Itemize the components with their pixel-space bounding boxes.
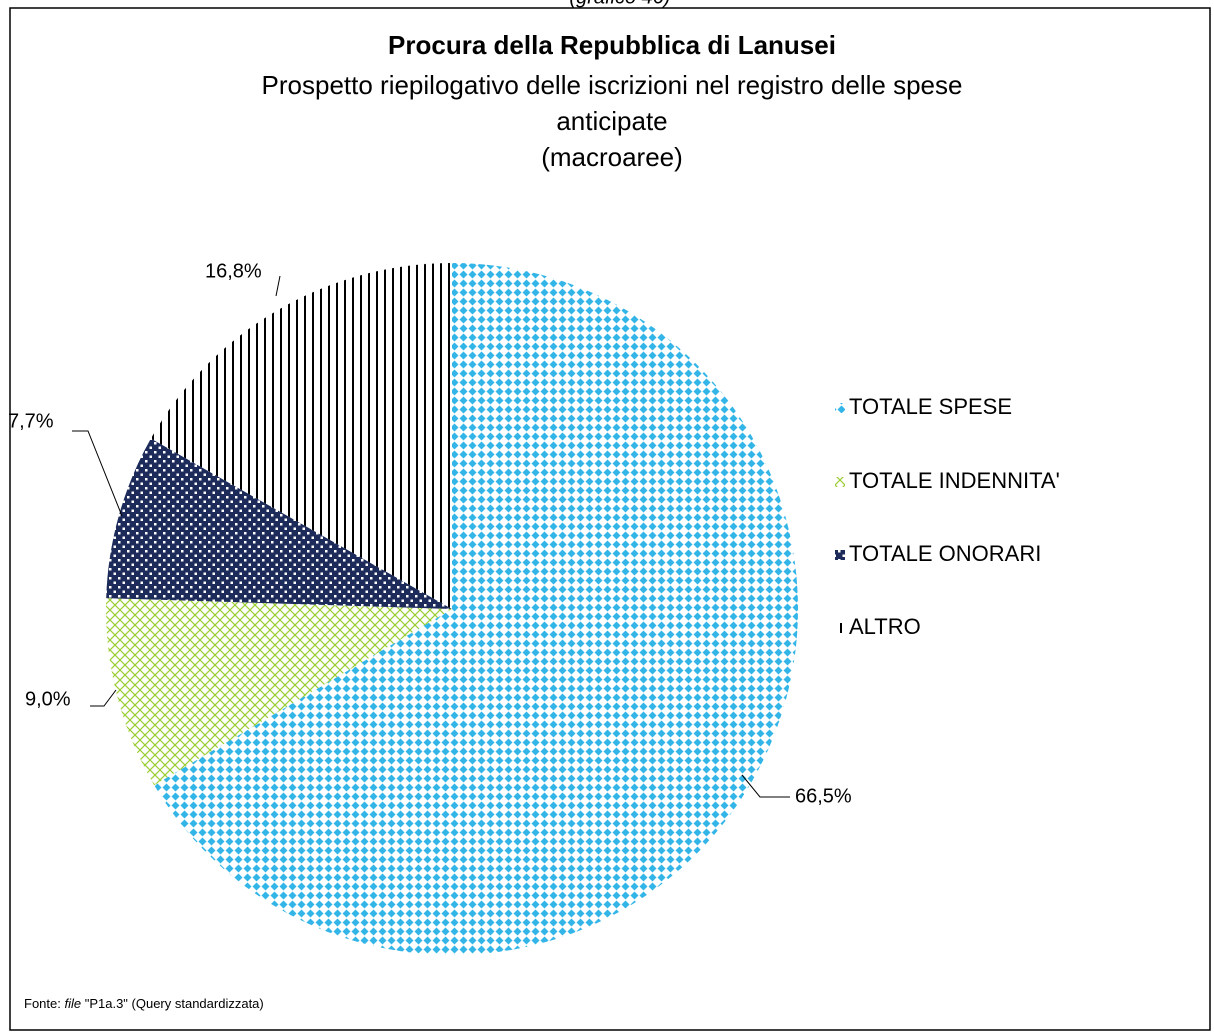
legend-marker [835, 550, 845, 560]
data-label: 7,7% [8, 410, 54, 432]
chart-title: Procura della Repubblica di Lanusei [388, 30, 836, 60]
legend-marker [835, 477, 845, 487]
chart-subtitle: Prospetto riepilogativo delle iscrizioni… [262, 70, 963, 100]
legend-marker [835, 403, 845, 413]
chart-subtitle: anticipate [556, 106, 667, 136]
pie-slice [105, 598, 452, 786]
caption: (grafico 46) [569, 0, 670, 8]
legend-label: ALTRO [849, 614, 921, 639]
legend-label: TOTALE ONORARI [849, 541, 1041, 566]
data-label: 9,0% [25, 688, 71, 710]
chart-subtitle: (macroaree) [541, 142, 683, 172]
leader-line [741, 774, 790, 798]
legend-label: TOTALE SPESE [849, 394, 1012, 419]
pie-slice [106, 438, 453, 609]
leader-line [275, 275, 281, 297]
leader-line [90, 689, 117, 707]
legend-marker [835, 623, 845, 633]
leader-line [72, 430, 123, 517]
source-note: Fonte: file "P1a.3" (Query standardizzat… [24, 996, 264, 1011]
source-prefix: Fonte: [24, 996, 64, 1011]
source-suffix: "P1a.3" (Query standardizzata) [81, 996, 264, 1011]
legend-label: TOTALE INDENNITA' [849, 468, 1060, 493]
pie-slice [150, 263, 452, 609]
data-label: 16,8% [205, 260, 262, 282]
source-italic: file [64, 996, 81, 1011]
chart-border [9, 7, 1211, 1031]
pie-slice [154, 263, 799, 956]
data-label: 66,5% [795, 785, 852, 807]
